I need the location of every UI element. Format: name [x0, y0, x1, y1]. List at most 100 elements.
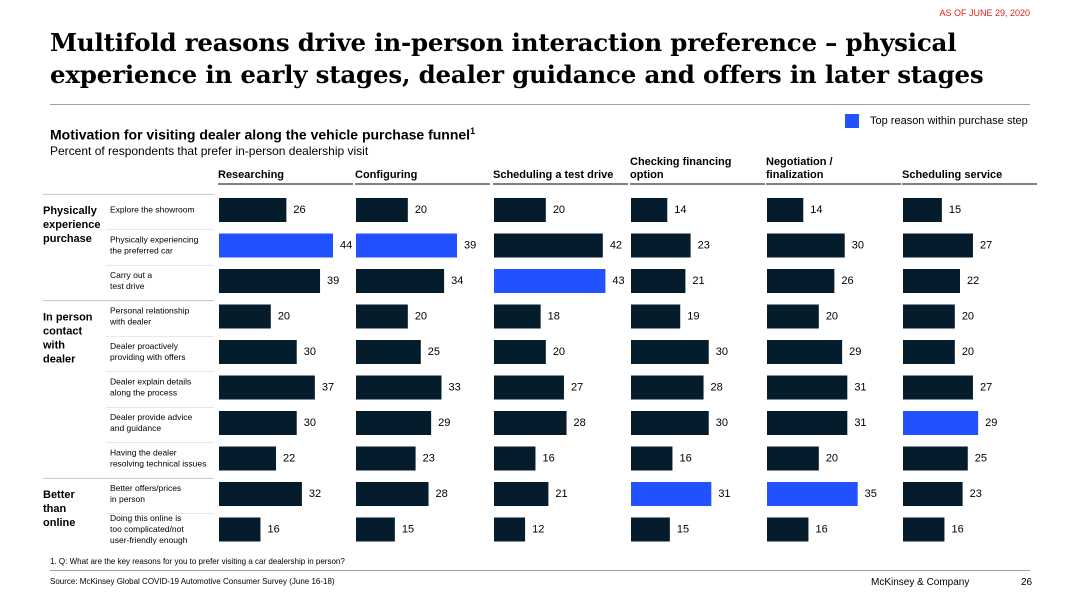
legend-label: Top reason within purchase step — [870, 115, 1028, 127]
bar-2-6 — [494, 411, 567, 435]
bar-1-7 — [356, 446, 416, 471]
category-label-9-line-2: user-friendly enough — [110, 535, 188, 545]
bar-1-1 — [356, 233, 458, 258]
category-label-6-line-1: and guidance — [110, 423, 161, 433]
bar-0-4 — [219, 340, 297, 364]
bar-3-2 — [631, 269, 686, 293]
bar-5-2 — [903, 269, 960, 293]
bar-0-9 — [219, 517, 261, 542]
bar-value-4-0: 14 — [810, 204, 822, 216]
category-label-4-line-0: Dealer proactively — [110, 341, 179, 351]
bar-0-1 — [219, 233, 333, 258]
bar-value-5-7: 25 — [975, 452, 987, 464]
bar-4-6 — [767, 411, 848, 435]
bar-3-3 — [631, 304, 681, 329]
bar-3-4 — [631, 340, 709, 364]
bar-1-9 — [356, 517, 395, 542]
group-label-0-line-1: experience — [43, 219, 100, 231]
bar-2-8 — [494, 482, 549, 506]
group-label-0-line-0: Physically — [43, 205, 98, 217]
group-label-1-line-1: contact — [43, 325, 82, 337]
bar-value-0-4: 30 — [304, 346, 316, 358]
chart-title-footnote-marker: 1 — [470, 126, 476, 136]
bar-3-7 — [631, 446, 673, 471]
bar-value-1-2: 34 — [451, 275, 463, 287]
bar-5-5 — [903, 375, 973, 400]
legend-swatch — [845, 114, 859, 128]
category-label-5-line-0: Dealer explain details — [110, 376, 191, 386]
bar-4-5 — [767, 375, 848, 400]
bar-value-1-0: 20 — [415, 204, 427, 216]
bar-value-1-1: 39 — [464, 239, 476, 251]
date-stamp: AS OF JUNE 29, 2020 — [939, 8, 1030, 18]
bar-value-1-3: 20 — [415, 310, 427, 322]
bar-value-5-5: 27 — [980, 381, 992, 393]
bar-value-3-9: 15 — [677, 523, 689, 535]
bar-1-6 — [356, 411, 432, 435]
bar-value-5-1: 27 — [980, 239, 992, 251]
category-label-7-line-1: resolving technical issues — [110, 458, 206, 468]
bar-value-2-0: 20 — [553, 204, 565, 216]
bar-4-8 — [767, 482, 858, 506]
bar-0-3 — [219, 304, 271, 329]
category-label-0-line-0: Explore the showroom — [110, 204, 195, 214]
bar-1-2 — [356, 269, 445, 293]
bar-value-3-6: 30 — [716, 417, 728, 429]
bar-value-3-0: 14 — [674, 204, 686, 216]
group-label-2-line-0: Better — [43, 489, 76, 501]
column-header-2-line-0: Scheduling a test drive — [493, 169, 613, 181]
bar-value-5-8: 23 — [970, 488, 982, 500]
bar-1-8 — [356, 482, 429, 506]
page-title-line-1: Multifold reasons drive in-person intera… — [50, 28, 957, 57]
bar-5-1 — [903, 233, 973, 258]
bar-value-0-9: 16 — [267, 523, 279, 535]
bar-value-1-6: 29 — [438, 417, 450, 429]
bar-5-3 — [903, 304, 955, 329]
bar-2-1 — [494, 233, 603, 258]
bar-value-5-6: 29 — [985, 417, 997, 429]
bar-0-2 — [219, 269, 321, 293]
bar-value-4-6: 31 — [854, 417, 866, 429]
bar-2-0 — [494, 198, 546, 222]
bar-value-0-7: 22 — [283, 452, 295, 464]
bar-1-4 — [356, 340, 421, 364]
bar-value-2-7: 16 — [542, 452, 554, 464]
category-label-9-line-0: Doing this online is — [110, 513, 181, 523]
bar-3-5 — [631, 375, 704, 400]
bar-2-5 — [494, 375, 564, 400]
bar-0-7 — [219, 446, 276, 471]
bar-value-2-2: 43 — [612, 275, 624, 287]
bar-value-3-1: 23 — [698, 239, 710, 251]
bar-value-5-0: 15 — [949, 204, 961, 216]
category-label-8-line-0: Better offers/prices — [110, 483, 181, 493]
footer-divider — [50, 570, 1030, 571]
category-label-3-line-1: with dealer — [109, 316, 151, 326]
bar-value-3-7: 16 — [679, 452, 691, 464]
bar-value-2-9: 12 — [532, 523, 544, 535]
page-title: Multifold reasons drive in-person intera… — [50, 27, 1050, 91]
group-label-1-line-3: dealer — [43, 353, 76, 365]
bar-value-1-9: 15 — [402, 523, 414, 535]
bar-value-3-8: 31 — [718, 488, 730, 500]
category-label-4-line-1: providing with offers — [110, 352, 185, 362]
bar-0-5 — [219, 375, 315, 400]
bar-value-2-6: 28 — [574, 417, 586, 429]
bar-value-5-4: 20 — [962, 346, 974, 358]
group-label-1-line-0: In person — [43, 311, 93, 323]
source-note: Source: McKinsey Global COVID-19 Automot… — [50, 577, 335, 586]
bar-5-8 — [903, 482, 963, 506]
category-label-9-line-1: too complicated/not — [110, 524, 184, 534]
column-header-4-line-1: finalization — [766, 169, 824, 181]
bar-3-1 — [631, 233, 691, 258]
bar-5-7 — [903, 446, 968, 471]
column-header-5-line-0: Scheduling service — [902, 169, 1002, 181]
column-header-4-line-0: Negotiation / — [766, 156, 833, 168]
chart-title: Motivation for visiting dealer along the… — [50, 126, 475, 143]
bar-value-5-2: 22 — [967, 275, 979, 287]
bar-0-6 — [219, 411, 297, 435]
bar-value-3-2: 21 — [692, 275, 704, 287]
title-divider — [50, 104, 1030, 105]
bar-4-4 — [767, 340, 843, 364]
bar-value-4-2: 26 — [841, 275, 853, 287]
